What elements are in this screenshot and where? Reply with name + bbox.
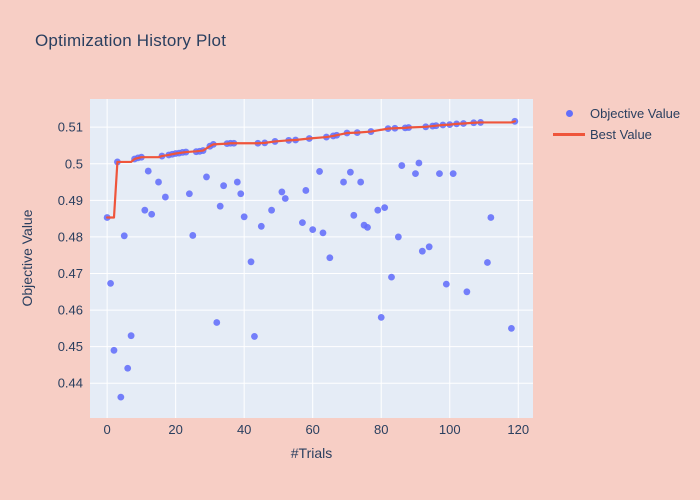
scatter-point[interactable] <box>203 173 210 181</box>
scatter-point[interactable] <box>449 170 457 178</box>
scatter-point[interactable] <box>251 333 258 340</box>
scatter-point[interactable] <box>155 178 162 186</box>
scatter-point[interactable] <box>381 204 389 212</box>
scatter-point[interactable] <box>442 280 450 288</box>
scatter-point[interactable] <box>412 170 419 178</box>
scatter-point[interactable] <box>346 168 354 176</box>
x-tick-label: 0 <box>104 422 111 437</box>
scatter-point[interactable] <box>398 162 406 169</box>
scatter-point[interactable] <box>216 202 224 210</box>
scatter-point[interactable] <box>247 258 255 266</box>
scatter-point[interactable] <box>299 219 306 227</box>
x-axis-title: #Trials <box>290 445 333 461</box>
x-tick-label: 80 <box>374 422 388 437</box>
scatter-point[interactable] <box>257 222 265 230</box>
scatter-point[interactable] <box>161 193 169 201</box>
scatter-point[interactable] <box>233 178 241 186</box>
legend: Objective Value Best Value <box>552 103 680 145</box>
y-tick-label: 0.47 <box>58 266 83 281</box>
scatter-point[interactable] <box>374 206 382 214</box>
scatter-point[interactable] <box>425 243 433 251</box>
scatter-point[interactable] <box>418 247 426 255</box>
x-tick-label: 120 <box>507 422 529 437</box>
y-tick-label: 0.51 <box>58 120 83 135</box>
scatter-point[interactable] <box>141 206 149 214</box>
x-tick-label: 100 <box>439 422 461 437</box>
scatter-marker-icon <box>552 110 586 117</box>
scatter-point[interactable] <box>309 226 317 233</box>
scatter-point[interactable] <box>107 279 114 287</box>
legend-item-objective-value[interactable]: Objective Value <box>552 103 680 124</box>
y-tick-label: 0.49 <box>58 193 83 208</box>
y-tick-label: 0.45 <box>58 339 83 354</box>
scatter-point[interactable] <box>120 232 128 240</box>
plot-background <box>90 99 533 418</box>
scatter-point[interactable] <box>364 224 371 231</box>
y-tick-label: 0.44 <box>58 376 83 391</box>
scatter-point[interactable] <box>484 259 491 266</box>
y-tick-label: 0.5 <box>65 156 83 171</box>
y-tick-label: 0.48 <box>58 229 83 244</box>
scatter-point[interactable] <box>213 319 221 326</box>
scatter-point[interactable] <box>220 182 228 190</box>
scatter-point[interactable] <box>124 364 132 372</box>
scatter-point[interactable] <box>415 159 423 167</box>
x-tick-label: 60 <box>305 422 319 437</box>
scatter-point[interactable] <box>463 288 471 296</box>
scatter-point[interactable] <box>508 324 515 332</box>
scatter-point[interactable] <box>394 233 402 241</box>
scatter-point[interactable] <box>487 214 495 221</box>
x-tick-label: 40 <box>237 422 251 437</box>
scatter-point[interactable] <box>319 229 327 237</box>
scatter-point[interactable] <box>268 206 275 214</box>
scatter-point[interactable] <box>316 168 323 175</box>
scatter-point[interactable] <box>110 346 118 354</box>
best-value-line[interactable] <box>106 120 516 219</box>
scatter-point[interactable] <box>148 210 156 218</box>
legend-label-objective-value: Objective Value <box>590 106 681 121</box>
scatter-point[interactable] <box>281 195 289 202</box>
scatter-point[interactable] <box>237 190 245 198</box>
y-tick-label: 0.46 <box>58 303 83 318</box>
scatter-point[interactable] <box>350 211 358 219</box>
scatter-point[interactable] <box>340 178 347 186</box>
chart-title: Optimization History Plot <box>35 31 227 50</box>
scatter-point[interactable] <box>377 313 385 321</box>
scatter-point[interactable] <box>240 213 248 221</box>
legend-label-best-value: Best Value <box>590 127 652 142</box>
scatter-point[interactable] <box>189 232 197 239</box>
scatter-point[interactable] <box>357 178 365 186</box>
legend-item-best-value[interactable]: Best Value <box>552 124 680 145</box>
scatter-point[interactable] <box>144 167 152 175</box>
scatter-point[interactable] <box>436 170 443 178</box>
x-tick-label: 20 <box>168 422 182 437</box>
scatter-point[interactable] <box>388 273 395 281</box>
scatter-point[interactable] <box>302 187 310 194</box>
scatter-point[interactable] <box>278 188 286 196</box>
scatter-point[interactable] <box>127 332 135 340</box>
line-marker-icon <box>552 133 586 136</box>
scatter-point[interactable] <box>326 254 334 262</box>
scatter-point[interactable] <box>117 393 125 401</box>
scatter-point[interactable] <box>185 190 193 198</box>
